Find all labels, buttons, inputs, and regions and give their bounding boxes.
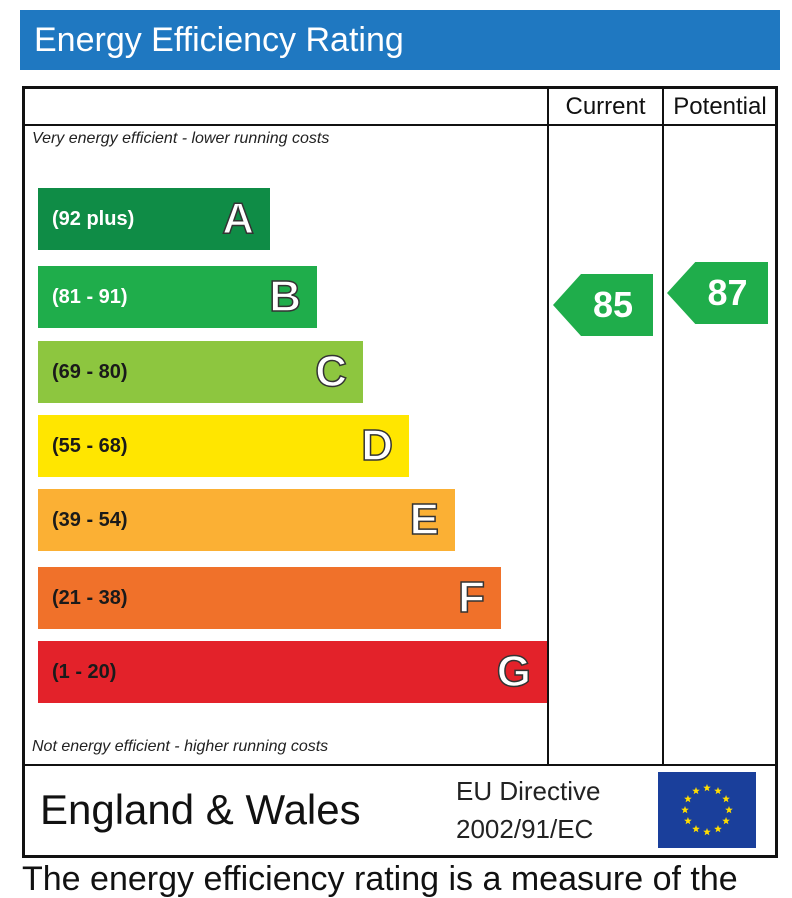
eu-star-icon [684,817,692,825]
band-letter-b: B [268,271,301,322]
potential-column-divider [662,86,664,766]
current-column-header: Current [565,93,646,120]
band-letter-e: E [409,494,440,545]
eu-star-icon [714,825,722,833]
rating-chart-frame [22,86,778,858]
band-d: (55 - 68) D [38,415,409,477]
potential-column-header: Potential [673,93,767,120]
band-range-f: (21 - 38) [52,586,128,609]
eu-star-icon [692,825,700,833]
bottom-note: Not energy efficient - higher running co… [32,738,329,755]
eu-star-icon [722,795,730,803]
band-b: (81 - 91) B [38,266,317,328]
band-c: (69 - 80) C [38,341,363,403]
band-range-c: (69 - 80) [52,360,128,383]
band-range-e: (39 - 54) [52,508,128,531]
eu-star-icon [725,806,733,814]
band-a: (92 plus) A [38,188,270,250]
eu-star-icon [714,786,722,795]
band-g: (1 - 20) G [38,641,547,703]
eu-star-icon [681,806,689,814]
eu-directive-line1: EU Directive [456,776,601,806]
band-letter-d: D [360,420,393,471]
eu-star-icon [684,795,692,803]
band-range-d: (55 - 68) [52,434,128,457]
cutoff-text: The energy efficiency rating is a measur… [22,860,738,898]
current-column-divider [547,86,549,766]
band-letter-f: F [457,572,485,623]
eu-star-icon [692,786,700,795]
band-letter-a: A [221,193,254,244]
page-title: Energy Efficiency Rating [20,10,780,70]
eu-directive: EU Directive 2002/91/EC [456,772,600,848]
band-letter-c: C [314,346,347,397]
band-e: (39 - 54) E [38,489,455,551]
region-label: England & Wales [40,786,361,833]
eu-directive-line2: 2002/91/EC [456,814,594,844]
top-note: Very energy efficient - lower running co… [32,130,330,147]
eu-flag-icon [658,772,756,848]
band-f: (21 - 38) F [38,567,501,629]
eu-star-icon [703,828,711,836]
band-letter-g: G [496,646,532,697]
band-range-b: (81 - 91) [52,285,128,308]
band-range-a: (92 plus) [52,207,135,230]
footer-divider [22,764,778,766]
band-range-g: (1 - 20) [52,660,117,683]
eu-star-icon [722,817,730,825]
header-divider [22,124,778,126]
eu-star-icon [703,784,711,792]
potential-rating-arrow: 87 [667,262,768,324]
